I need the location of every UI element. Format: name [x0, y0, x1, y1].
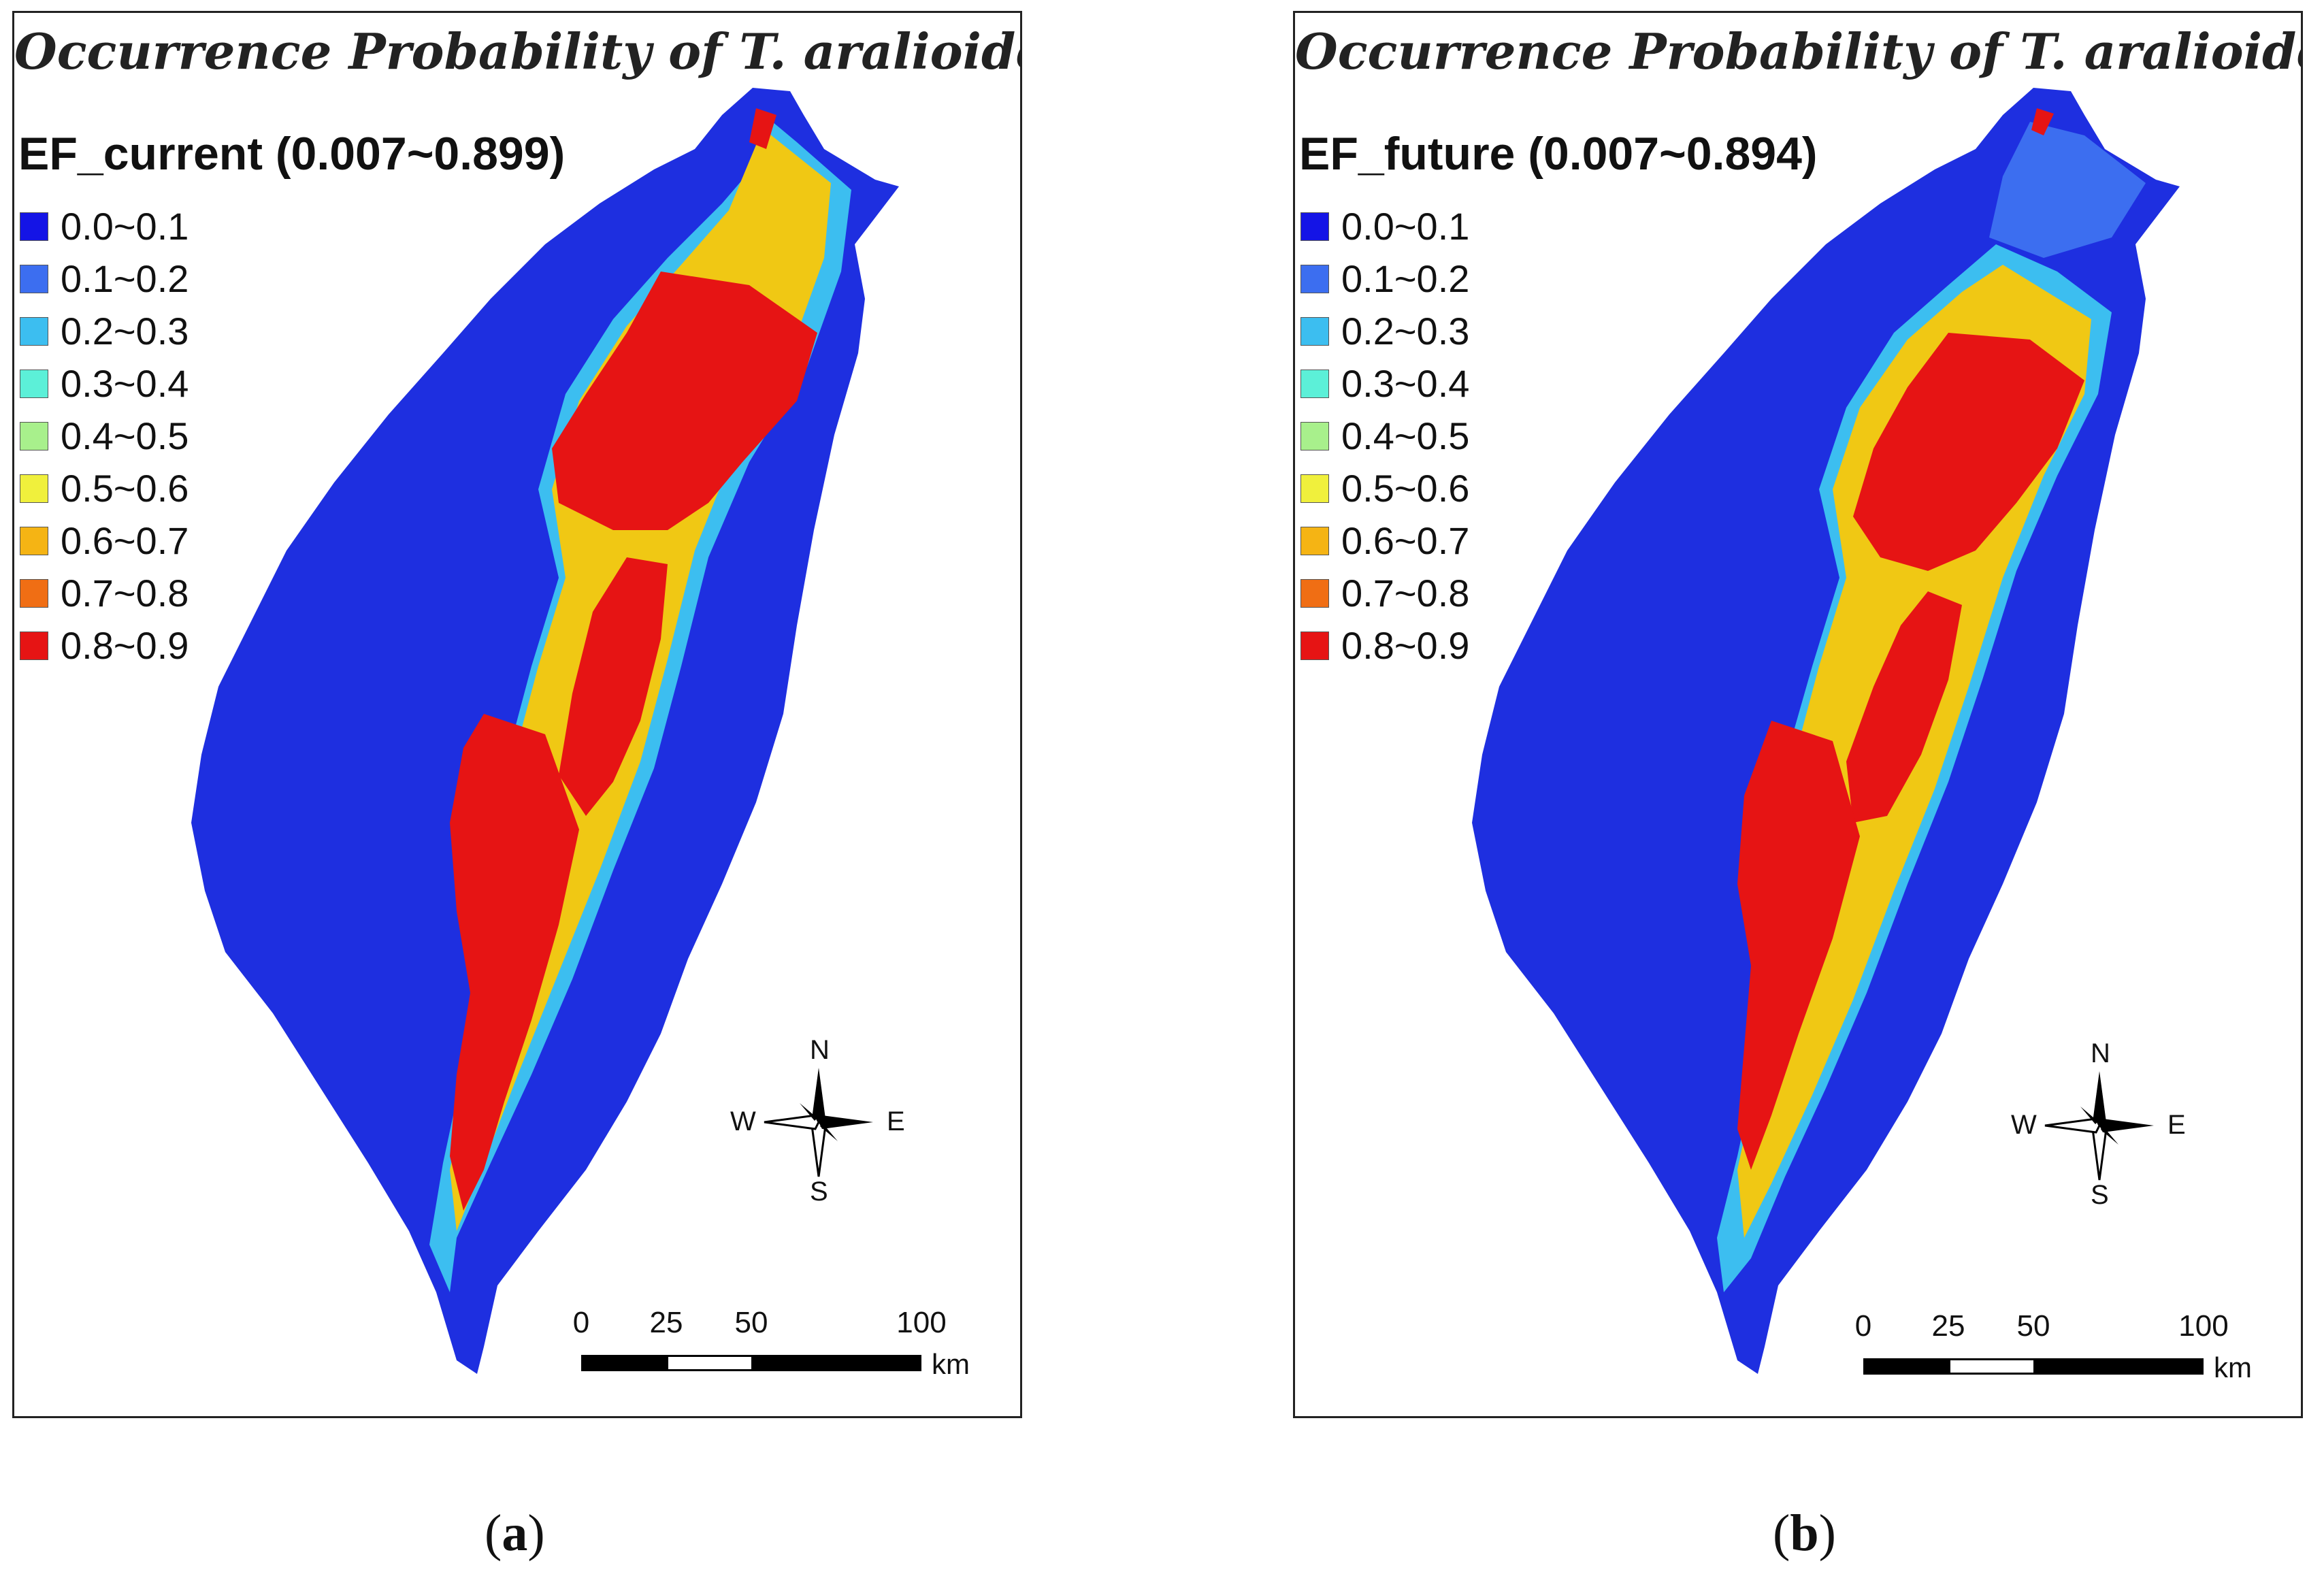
legend-swatch — [20, 265, 48, 293]
scale-unit: km — [2214, 1351, 2252, 1383]
scale-segment — [751, 1355, 921, 1371]
scale-tick: 0 — [1854, 1309, 1872, 1343]
legend-swatch — [20, 632, 48, 660]
legend-title: EF_current (0.007~0.899) — [18, 128, 566, 180]
compass-s: S — [2091, 1180, 2109, 1210]
legend-swatch — [20, 212, 48, 241]
legend-swatch — [1300, 265, 1329, 293]
taiwan-map-a — [191, 88, 899, 1374]
caption-letter: b — [1790, 1505, 1819, 1562]
legend-label: 0.5~0.6 — [1341, 467, 1470, 510]
legend-label: 0.0~0.1 — [1341, 205, 1470, 248]
suitability-zones — [1717, 108, 2146, 1292]
legend-swatch — [20, 317, 48, 346]
compass-n: N — [2091, 1038, 2110, 1068]
map-panel-b: Occurrence Probability of T. aralioides … — [1293, 11, 2303, 1418]
caption-letter: a — [502, 1505, 528, 1562]
compass-rose: N S W E — [730, 1035, 905, 1207]
zone-high-central — [1846, 591, 1962, 823]
legend-swatch — [1300, 212, 1329, 241]
legend-label: 0.2~0.3 — [1341, 310, 1470, 352]
north-arrow-icon — [2044, 1071, 2154, 1181]
zone-high-north — [749, 108, 776, 149]
scale-tick: 50 — [2016, 1309, 2050, 1343]
legend-label: 0.8~0.9 — [61, 624, 189, 667]
caption-a: (a) — [485, 1505, 545, 1562]
scale-tick: 25 — [649, 1306, 683, 1339]
legend-swatch — [20, 579, 48, 608]
legend-label: 0.1~0.2 — [61, 257, 189, 300]
legend-label: 0.3~0.4 — [61, 362, 189, 405]
legend-swatch — [1300, 527, 1329, 555]
legend-label: 0.7~0.8 — [1341, 572, 1470, 614]
legend-swatch — [1300, 474, 1329, 503]
legend-label: 0.5~0.6 — [61, 467, 189, 510]
scale-tick: 0 — [572, 1306, 590, 1339]
legend-label: 0.4~0.5 — [1341, 414, 1470, 457]
caption-b: (b) — [1773, 1505, 1836, 1562]
legend-label: 0.4~0.5 — [61, 414, 189, 457]
legend-swatch — [20, 370, 48, 398]
scale-segment — [1948, 1358, 2035, 1375]
scale-tick: 100 — [2178, 1309, 2229, 1343]
compass-n: N — [810, 1035, 830, 1065]
legend-swatch — [1300, 579, 1329, 608]
legend-label: 0.2~0.3 — [61, 310, 189, 352]
compass-s: S — [810, 1177, 828, 1207]
scale-tick: 50 — [734, 1306, 768, 1339]
scale-unit: km — [932, 1348, 970, 1380]
zone-high-south — [450, 714, 579, 1211]
legend-label: 0.6~0.7 — [1341, 519, 1470, 562]
legend-label: 0.1~0.2 — [1341, 257, 1470, 300]
legend-swatch — [1300, 370, 1329, 398]
suitability-zones — [429, 108, 851, 1292]
legend-title: EF_future (0.007~0.894) — [1299, 128, 1818, 180]
compass-w: W — [730, 1106, 756, 1136]
zone-high-north — [2031, 108, 2054, 135]
legend-swatch — [1300, 632, 1329, 660]
map-panel-a: Occurrence Probability of T. aralioides … — [12, 11, 1022, 1418]
zone-high-south — [1737, 721, 1860, 1170]
legend-swatch — [1300, 317, 1329, 346]
scale-segment — [2033, 1358, 2204, 1375]
scale-tick: 100 — [896, 1306, 947, 1339]
legend-label: 0.8~0.9 — [1341, 624, 1470, 667]
scale-tick: 25 — [1931, 1309, 1965, 1343]
legend-label: 0.3~0.4 — [1341, 362, 1470, 405]
taiwan-map-b — [1472, 88, 2180, 1374]
legend-label: 0.0~0.1 — [61, 205, 189, 248]
compass-rose: N S W E — [2011, 1038, 2186, 1210]
zone-high-main — [552, 272, 817, 530]
map-title: Occurrence Probability of T. aralioides — [1295, 22, 2303, 80]
legend-swatch — [1300, 422, 1329, 450]
legend-swatch — [20, 527, 48, 555]
legend-label: 0.6~0.7 — [61, 519, 189, 562]
legend-swatch — [20, 474, 48, 503]
legend-label: 0.7~0.8 — [61, 572, 189, 614]
compass-e: E — [887, 1106, 905, 1136]
zone-low-northeast — [1989, 122, 2146, 258]
map-title: Occurrence Probability of T. aralioides — [14, 22, 1022, 80]
compass-e: E — [2167, 1110, 2186, 1140]
compass-w: W — [2011, 1110, 2037, 1140]
scale-bar: 0 25 50 100 km — [1855, 1309, 2261, 1384]
zone-high-main — [1853, 333, 2084, 571]
zone-high-central — [559, 557, 668, 816]
scale-segment — [1863, 1358, 1950, 1375]
scale-bar: 0 25 50 100 km — [573, 1306, 979, 1381]
north-arrow-icon — [764, 1068, 873, 1177]
scale-segment — [581, 1355, 668, 1371]
scale-segment — [666, 1355, 753, 1371]
legend-swatch — [20, 422, 48, 450]
